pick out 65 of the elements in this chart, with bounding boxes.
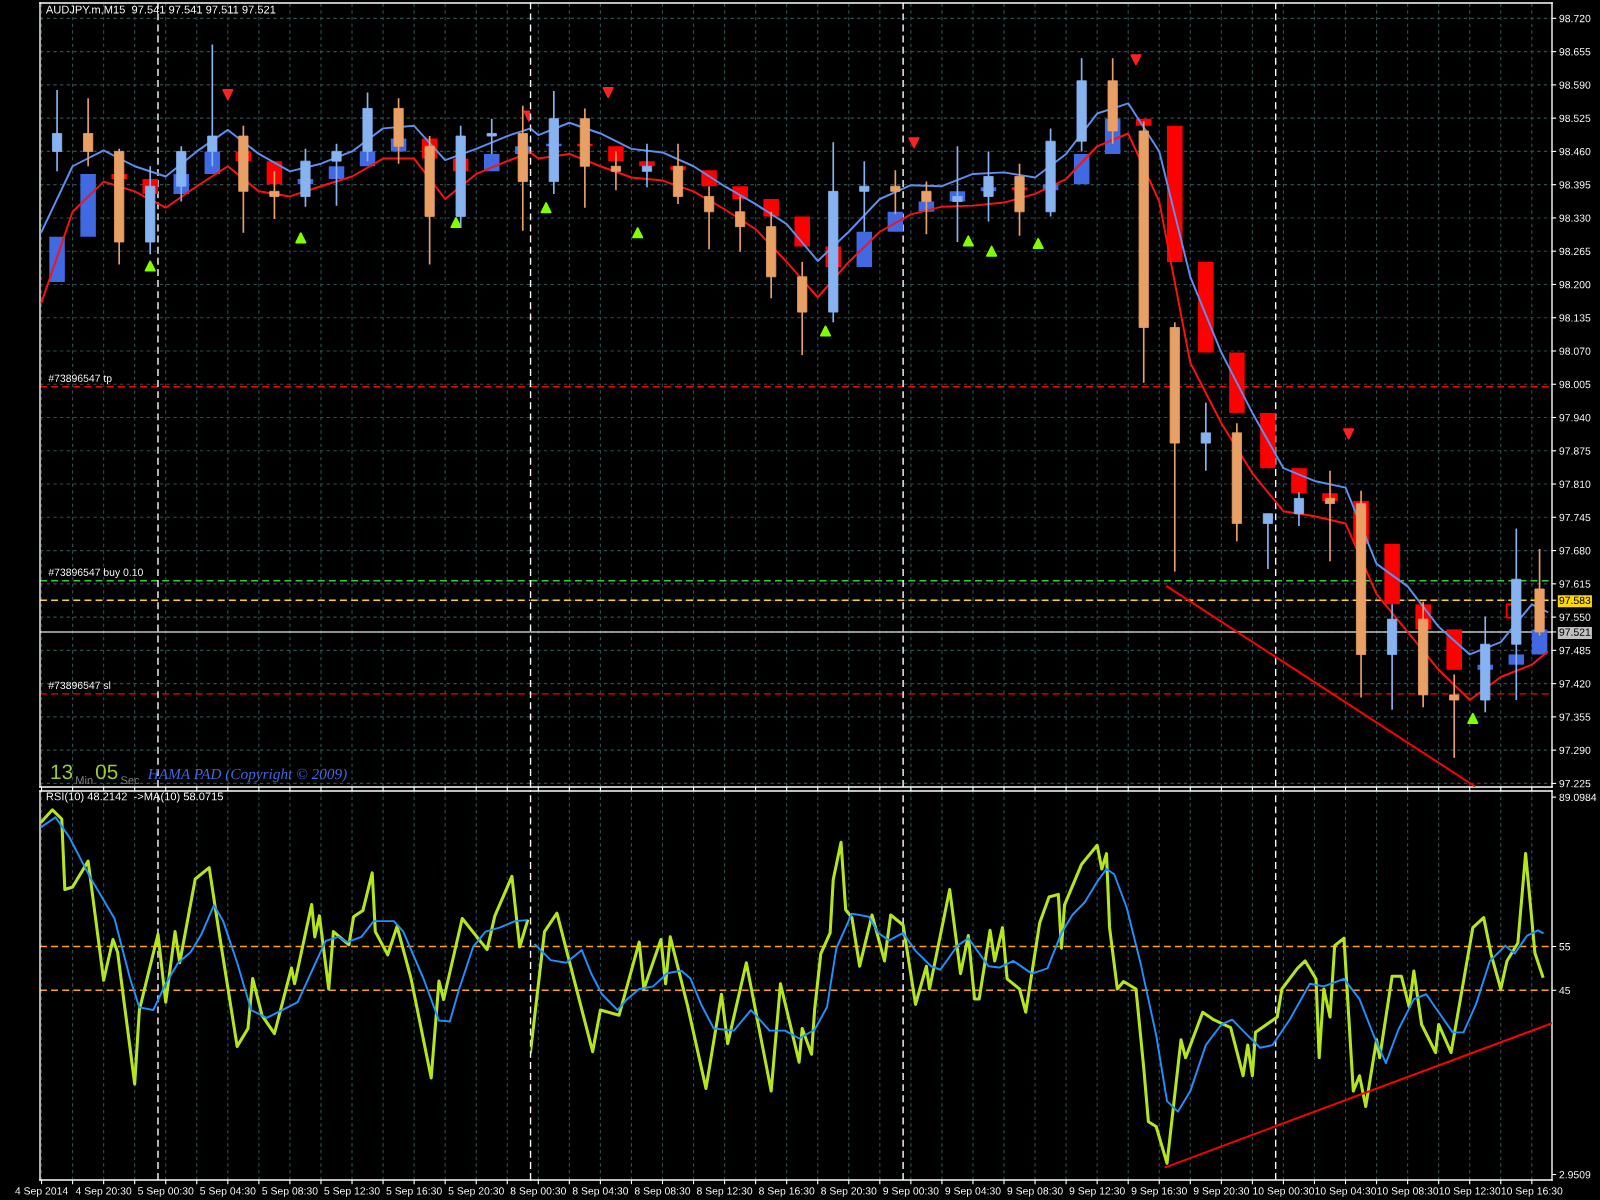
x-tick-label: 8 Sep 12:30 [696, 1187, 753, 1197]
y-tick-label: 45 [1559, 986, 1571, 995]
y-tick-label: 98.330 [1559, 214, 1591, 222]
x-tick-label: 10 Sep 04:30 [1315, 1187, 1377, 1197]
x-tick-label: 10 Sep 00:30 [1253, 1187, 1315, 1197]
y-tick-label: 97.940 [1559, 414, 1591, 422]
x-tick-label: 10 Sep 08:30 [1377, 1187, 1439, 1197]
y-tick-label: 89.0984 [1559, 793, 1597, 802]
y-tick-label: 97.420 [1559, 680, 1591, 688]
x-tick-label: 8 Sep 08:30 [634, 1187, 691, 1197]
chart-title: AUDJPY.m,M15 97.541 97.541 97.511 97.521 [45, 5, 276, 15]
y-tick-label: 97.875 [1559, 447, 1591, 455]
x-tick-label: 9 Sep 08:30 [1007, 1187, 1063, 1197]
annotation: Sec [121, 776, 140, 785]
annotation: HAMA PAD (Copyright © 2009) [147, 768, 347, 783]
x-tick-label: 10 Sep 16:30 [1501, 1187, 1563, 1197]
y-tick-label: 97.615 [1559, 580, 1591, 588]
y-tick-label: 98.720 [1559, 14, 1591, 23]
y-tick-label: 98.070 [1559, 347, 1591, 355]
x-tick-label: 4 Sep 2014 [15, 1187, 68, 1197]
y-tick-label: 2.9509 [1559, 1171, 1591, 1179]
y-tick-label: 97.680 [1559, 547, 1591, 555]
y-tick-label: 97.550 [1559, 613, 1591, 621]
x-tick-label: 10 Sep 12:30 [1439, 1187, 1501, 1197]
x-tick-label: 9 Sep 20:30 [1193, 1187, 1250, 1197]
y-tick-label: 98.005 [1559, 380, 1591, 389]
x-tick-label: 8 Sep 16:30 [759, 1187, 815, 1197]
x-tick-label: 5 Sep 16:30 [386, 1187, 442, 1197]
x-tick-label: 9 Sep 00:30 [883, 1187, 939, 1197]
ref-line-label: #73896547 tp [48, 374, 112, 385]
chart-title: RSI(10) 48.2142 ->MA(10) 58.0715 [46, 792, 223, 803]
x-tick-label: 9 Sep 12:30 [1069, 1187, 1125, 1197]
x-tick-label: 5 Sep 04:30 [200, 1187, 256, 1197]
x-tick-label: 5 Sep 12:30 [324, 1187, 380, 1197]
ref-line-label: #73896547 buy 0.10 [48, 568, 143, 578]
x-tick-label: 5 Sep 08:30 [262, 1187, 318, 1197]
x-tick-label: 8 Sep 00:30 [510, 1187, 566, 1197]
y-tick-label: 97.810 [1559, 480, 1591, 488]
x-tick-label: 9 Sep 04:30 [945, 1187, 1001, 1197]
x-tick-label: 8 Sep 20:30 [821, 1187, 877, 1197]
y-tick-label: 97.521 [1559, 628, 1591, 636]
ref-line-label: #73896547 sl [48, 681, 111, 690]
y-tick-label: 98.525 [1559, 114, 1591, 123]
y-tick-label: 97.583 [1559, 596, 1591, 605]
y-tick-label: 97.745 [1559, 513, 1591, 522]
annotation: 05 [95, 764, 118, 780]
y-tick-label: 97.355 [1559, 713, 1591, 721]
y-tick-label: 98.265 [1559, 247, 1591, 256]
y-tick-label: 55 [1559, 943, 1571, 951]
x-tick-label: 5 Sep 00:30 [138, 1187, 194, 1197]
y-tick-label: 98.135 [1559, 314, 1591, 322]
x-tick-label: 5 Sep 20:30 [448, 1187, 504, 1197]
annotation: 13 [51, 764, 73, 780]
y-tick-label: 97.290 [1559, 746, 1591, 755]
x-tick-label: 8 Sep 04:30 [572, 1187, 629, 1197]
annotation: Min [76, 775, 93, 784]
y-tick-label: 97.225 [1559, 779, 1591, 788]
y-tick-label: 97.485 [1559, 646, 1591, 655]
x-tick-label: 9 Sep 16:30 [1131, 1187, 1187, 1197]
y-tick-label: 98.460 [1559, 147, 1591, 156]
y-tick-label: 98.590 [1559, 81, 1591, 89]
y-tick-label: 98.395 [1559, 181, 1591, 189]
x-tick-label: 4 Sep 20:30 [75, 1187, 132, 1197]
y-tick-label: 98.200 [1559, 280, 1591, 289]
y-tick-label: 98.655 [1559, 48, 1591, 56]
